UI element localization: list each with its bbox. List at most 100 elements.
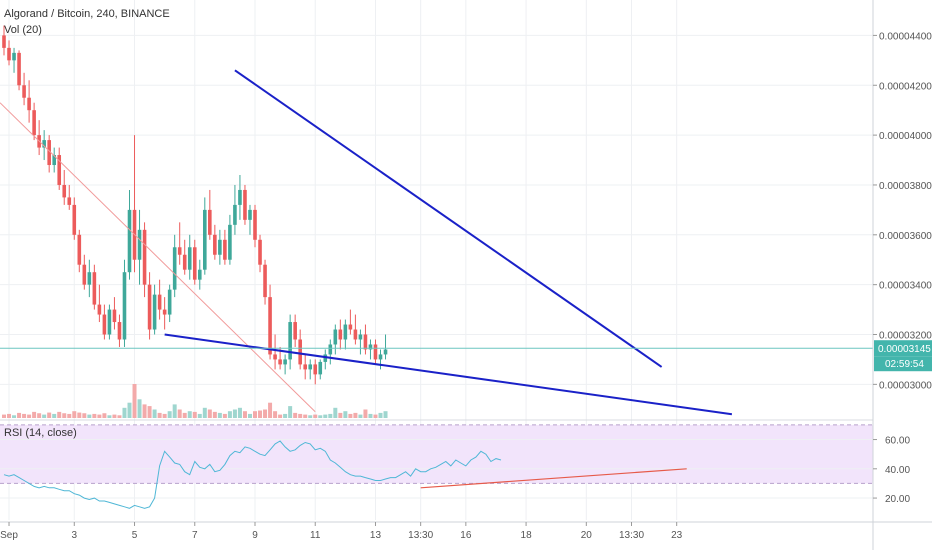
volume-bar xyxy=(42,414,47,418)
rsi-band xyxy=(0,424,873,484)
time-axis-label: 5 xyxy=(132,530,138,541)
candle-body xyxy=(318,361,323,375)
volume-bar xyxy=(142,404,147,418)
candle-body xyxy=(7,47,11,61)
volume-bar xyxy=(57,411,62,418)
candle-body xyxy=(378,354,383,360)
time-axis-label: 11 xyxy=(310,530,321,541)
volume-bar xyxy=(52,413,57,418)
red-trendline xyxy=(0,102,316,413)
candle-body xyxy=(67,197,72,205)
candle-body xyxy=(102,314,107,335)
candle-body xyxy=(248,209,252,220)
volume-bar xyxy=(147,406,152,418)
rsi-line xyxy=(3,440,502,509)
candle-body xyxy=(72,204,77,235)
candle-body xyxy=(152,294,157,330)
candle-body xyxy=(323,354,328,362)
candle-body xyxy=(177,247,182,255)
volume-bar xyxy=(177,409,182,418)
candle-body xyxy=(42,140,46,148)
volume-bar xyxy=(32,411,37,418)
volume-bar xyxy=(288,406,293,418)
time-axis-label: 3 xyxy=(71,530,77,541)
candle-body xyxy=(303,364,307,370)
candle-body xyxy=(353,329,358,340)
volume-bar xyxy=(313,414,318,418)
volume-bar xyxy=(247,413,252,418)
candle-body xyxy=(147,284,152,330)
candle-body xyxy=(197,269,202,280)
time-axis-label: 13:30 xyxy=(619,530,644,541)
volume-bar xyxy=(187,411,192,418)
volume-bar xyxy=(92,413,97,418)
rsi-axis-label: 60.00 xyxy=(885,436,910,447)
volume-bar xyxy=(323,414,328,418)
volume-bar xyxy=(117,415,122,418)
volume-bar xyxy=(268,402,273,418)
volume-bar xyxy=(152,409,157,418)
price-axis-label: 0.00003000 xyxy=(879,380,932,391)
candle-body xyxy=(298,339,302,365)
volume-bar xyxy=(363,409,368,418)
volume-bar xyxy=(22,413,27,418)
candle-body xyxy=(238,189,242,205)
candle-body xyxy=(112,309,117,323)
price-axis-label: 0.00003400 xyxy=(879,281,932,292)
candle-body xyxy=(107,309,112,335)
candle-body xyxy=(82,264,87,285)
candle-body xyxy=(208,209,212,235)
candle-body xyxy=(62,184,67,198)
candle-body xyxy=(228,224,232,260)
volume-bar xyxy=(278,414,283,418)
candle-body xyxy=(293,322,297,340)
candle-body xyxy=(368,344,373,350)
volume-bar xyxy=(358,414,363,418)
time-axis-label: 16 xyxy=(460,530,472,541)
volume-bar xyxy=(217,412,222,418)
volume-bar xyxy=(127,402,132,418)
candle-body xyxy=(358,334,363,340)
volume-bar xyxy=(328,413,333,418)
time-axis-label: 18 xyxy=(521,530,533,541)
candle-body xyxy=(283,359,287,365)
volume-bar xyxy=(253,411,257,418)
candle-body xyxy=(47,140,51,166)
candle-body xyxy=(253,209,257,240)
candle-body xyxy=(383,349,388,355)
volume-bar xyxy=(368,413,373,418)
volume-bar xyxy=(192,411,197,418)
volume-bar xyxy=(102,413,107,418)
volume-bar xyxy=(237,407,242,418)
candle-body xyxy=(142,229,147,285)
last-price-badge xyxy=(874,340,932,357)
candle-body xyxy=(328,344,333,355)
candle-body xyxy=(343,324,348,340)
candle-body xyxy=(27,97,31,111)
volume-bar xyxy=(333,407,338,418)
volume-bar xyxy=(72,411,77,418)
candle-body xyxy=(117,322,122,340)
rsi-axis-label: 40.00 xyxy=(885,465,910,476)
volume-label: Vol (20) xyxy=(4,24,42,36)
volume-bar xyxy=(298,413,303,418)
price-axis-label: 0.00004200 xyxy=(879,81,932,92)
volume-bar xyxy=(77,412,82,418)
candle-body xyxy=(338,329,343,340)
volume-bar xyxy=(112,414,117,418)
rsi-trendline xyxy=(420,468,687,489)
candle-body xyxy=(187,247,192,270)
candle-body xyxy=(373,344,378,360)
volume-bar xyxy=(263,409,268,418)
candle-body xyxy=(192,247,197,280)
volume-bar xyxy=(222,413,227,418)
volume-bar xyxy=(202,407,207,418)
volume-bar xyxy=(17,412,22,418)
candle-body xyxy=(223,239,227,260)
volume-bar xyxy=(107,415,112,418)
falling-resistance-line xyxy=(234,69,663,368)
rsi-label: RSI (14, close) xyxy=(4,427,77,439)
candle-body xyxy=(363,334,368,350)
volume-bar xyxy=(37,413,42,418)
